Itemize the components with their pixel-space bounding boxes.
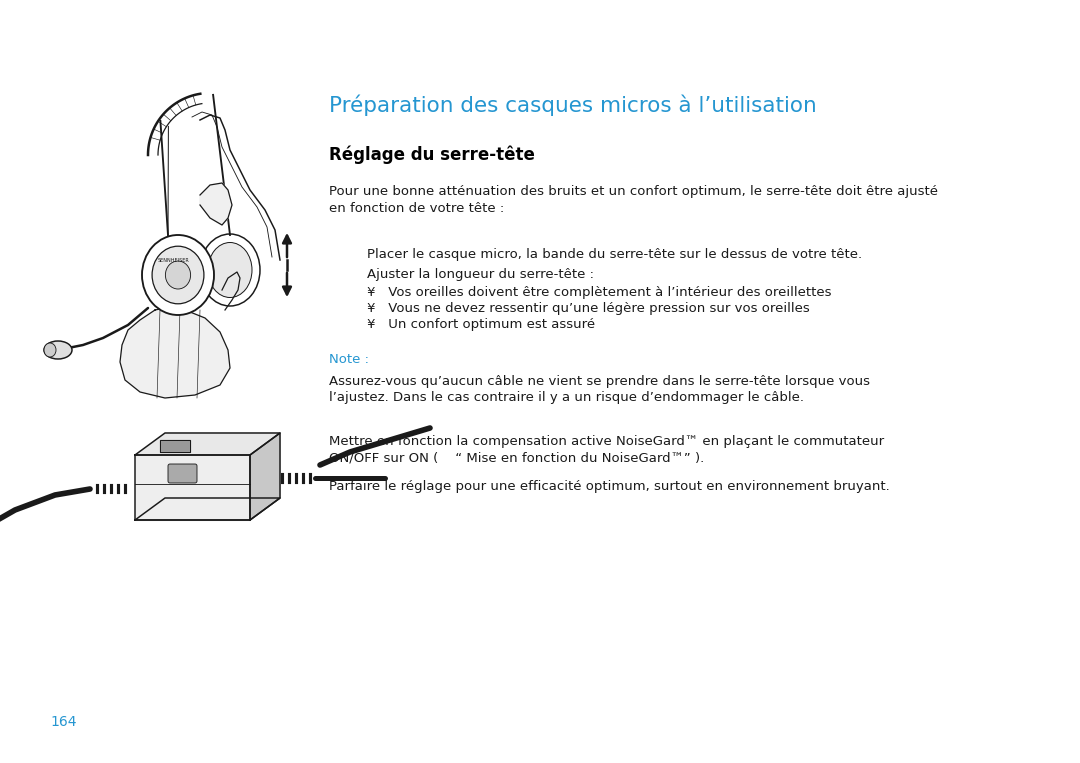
Text: Mettre en fonction la compensation active NoiseGard™ en plaçant le commutateur
O: Mettre en fonction la compensation activ… <box>329 435 885 465</box>
Polygon shape <box>135 455 249 520</box>
Polygon shape <box>160 440 190 452</box>
Ellipse shape <box>208 243 252 298</box>
Text: Ajuster la longueur du serre-tête :: Ajuster la longueur du serre-tête : <box>367 268 594 281</box>
Text: SENNHEISER: SENNHEISER <box>157 257 189 262</box>
Polygon shape <box>135 498 280 520</box>
Text: Réglage du serre-tête: Réglage du serre-tête <box>329 145 536 163</box>
Text: Assurez-vous qu’aucun câble ne vient se prendre dans le serre-tête lorsque vous
: Assurez-vous qu’aucun câble ne vient se … <box>329 375 870 404</box>
Ellipse shape <box>165 261 190 289</box>
Text: Préparation des casques micros à l’utilisation: Préparation des casques micros à l’utili… <box>329 95 818 117</box>
Polygon shape <box>120 308 230 398</box>
Polygon shape <box>249 433 280 520</box>
Text: Pour une bonne atténuation des bruits et un confort optimum, le serre-tête doit : Pour une bonne atténuation des bruits et… <box>329 185 939 214</box>
Text: Note :: Note : <box>329 353 369 366</box>
Text: ¥   Un confort optimum est assuré: ¥ Un confort optimum est assuré <box>367 318 595 331</box>
Ellipse shape <box>44 341 72 359</box>
Text: ¥   Vos oreilles doivent être complètement à l’intérieur des oreillettes: ¥ Vos oreilles doivent être complètement… <box>367 286 832 299</box>
Ellipse shape <box>141 235 214 315</box>
Ellipse shape <box>44 343 56 357</box>
Text: Parfaire le réglage pour une efficacité optimum, surtout en environnement bruyan: Parfaire le réglage pour une efficacité … <box>329 480 890 493</box>
FancyBboxPatch shape <box>168 464 197 483</box>
Polygon shape <box>200 183 232 225</box>
Ellipse shape <box>200 234 260 306</box>
Ellipse shape <box>152 246 204 304</box>
Text: 164: 164 <box>50 715 77 729</box>
Polygon shape <box>135 433 280 455</box>
Text: ¥   Vous ne devez ressentir qu’une légère pression sur vos oreilles: ¥ Vous ne devez ressentir qu’une légère … <box>367 302 810 315</box>
Text: Placer le casque micro, la bande du serre-tête sur le dessus de votre tête.: Placer le casque micro, la bande du serr… <box>367 248 863 261</box>
